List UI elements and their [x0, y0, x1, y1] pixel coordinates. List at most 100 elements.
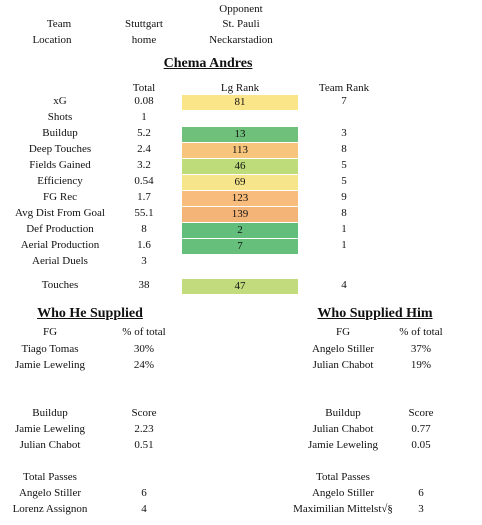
stat-total: 1: [141, 111, 147, 123]
who-he-supplied-title: Who He Supplied: [37, 306, 143, 321]
stat-team-rank: 4: [341, 279, 347, 291]
stadium-value: Neckarstadion: [209, 34, 273, 46]
supplied-him-passes-header: Total Passes: [316, 471, 370, 483]
stat-team-rank: 5: [341, 159, 347, 171]
stat-team-rank: 9: [341, 191, 347, 203]
supplied-buildup-score-header: Score: [131, 407, 157, 419]
location-label: Location: [32, 34, 72, 46]
stat-total: 0.08: [134, 95, 154, 107]
stat-total: 8: [141, 223, 147, 235]
opponent-value: St. Pauli: [222, 18, 260, 30]
supplied-passes-header: Total Passes: [23, 471, 77, 483]
supplied-him-buildup-value: 0.77: [411, 423, 431, 435]
opponent-label: Opponent: [219, 3, 263, 15]
stat-team-rank: 7: [341, 95, 347, 107]
lg-rank-bar: [182, 127, 298, 142]
supplied-him-fg-name: Angelo Stiller: [311, 343, 375, 355]
stat-label: Avg Dist From Goal: [15, 207, 105, 219]
stat-label: FG Rec: [43, 191, 77, 203]
stat-total: 5.2: [137, 127, 151, 139]
stat-total: 1.6: [137, 239, 151, 251]
supplied-him-buildup-value: 0.05: [411, 439, 431, 451]
supplied-him-passes-value: 6: [418, 487, 424, 499]
lg-rank-bar: [182, 191, 298, 206]
stat-label: Deep Touches: [28, 143, 92, 155]
stat-lg-rank: 2: [237, 224, 243, 236]
team-value: Stuttgart: [125, 18, 163, 30]
stat-lg-rank: 47: [234, 280, 246, 292]
stat-team-rank: 8: [341, 207, 347, 219]
supplied-buildup-name: Julian Chabot: [19, 439, 81, 451]
supplied-passes-value: 6: [141, 487, 147, 499]
lg-rank-bar: [182, 279, 298, 294]
supplied-fg-value: 30%: [133, 343, 155, 355]
stat-lg-rank: 113: [231, 144, 249, 156]
supplied-fg-pct-header: % of total: [122, 326, 166, 338]
stat-lg-rank: 123: [231, 192, 249, 204]
supplied-him-fg-value: 19%: [410, 359, 432, 371]
supplied-him-fg-pct-header: % of total: [399, 326, 443, 338]
who-supplied-him-title: Who Supplied Him: [317, 306, 433, 321]
stat-team-rank: 1: [341, 239, 347, 251]
stat-label: Buildup: [42, 127, 78, 139]
supplied-him-buildup-name: Jamie Leweling: [308, 439, 378, 451]
supplied-him-passes-value: 3: [418, 503, 424, 515]
supplied-fg-name: Jamie Leweling: [15, 359, 85, 371]
supplied-buildup-value: 2.23: [134, 423, 154, 435]
stat-team-rank: 3: [341, 127, 347, 139]
stat-total: 2.4: [137, 143, 151, 155]
stat-total: 38: [138, 279, 150, 291]
lg-rank-bar: [182, 159, 298, 174]
stat-label: xG: [53, 95, 67, 107]
location-value: home: [131, 34, 157, 46]
stat-lg-rank: 46: [234, 160, 246, 172]
stat-label: Aerial Duels: [32, 255, 88, 267]
stat-total: 1.7: [137, 191, 151, 203]
stat-label: Aerial Production: [20, 239, 100, 251]
supplied-him-passes-name: Angelo Stiller: [311, 487, 375, 499]
lg-rank-bar: [182, 175, 298, 190]
lg-rank-bar: [182, 207, 298, 222]
supplied-passes-name: Lorenz Assignon: [12, 503, 88, 515]
stat-label: Touches: [41, 279, 79, 291]
lg-rank-bar: [182, 239, 298, 254]
stat-total: 3: [141, 255, 147, 267]
lg-rank-bar: [182, 223, 298, 238]
stat-lg-rank: 69: [234, 176, 246, 188]
supplied-him-fg-name: Julian Chabot: [312, 359, 374, 371]
player-name: Chema Andres: [163, 56, 253, 71]
supplied-fg-header: FG: [42, 326, 58, 338]
supplied-him-fg-value: 37%: [410, 343, 432, 355]
supplied-passes-name: Angelo Stiller: [18, 487, 82, 499]
stat-lg-rank: 139: [231, 208, 249, 220]
stat-total: 0.54: [134, 175, 154, 187]
supplied-him-buildup-score-header: Score: [408, 407, 434, 419]
stat-total: 55.1: [134, 207, 154, 219]
supplied-buildup-header: Buildup: [32, 407, 68, 419]
stat-label: Shots: [47, 111, 73, 123]
stat-lg-rank: 7: [237, 240, 243, 252]
stat-label: Fields Gained: [29, 159, 91, 171]
stat-team-rank: 5: [341, 175, 347, 187]
stat-label: Def Production: [26, 223, 94, 235]
stats-header-team-rank: Team Rank: [318, 82, 370, 94]
supplied-fg-value: 24%: [133, 359, 155, 371]
supplied-buildup-value: 0.51: [134, 439, 154, 451]
stat-team-rank: 8: [341, 143, 347, 155]
lg-rank-bar: [182, 95, 298, 110]
supplied-him-buildup-header: Buildup: [325, 407, 361, 419]
supplied-passes-value: 4: [141, 503, 147, 515]
supplied-him-passes-name: Maximilian Mittelst√§: [293, 503, 393, 515]
stats-header-total: Total: [132, 82, 156, 94]
stat-lg-rank: 81: [234, 96, 246, 108]
supplied-buildup-name: Jamie Leweling: [15, 423, 85, 435]
supplied-him-fg-header: FG: [335, 326, 351, 338]
stat-lg-rank: 13: [234, 128, 246, 140]
stat-label: Efficiency: [37, 175, 83, 187]
stat-total: 3.2: [137, 159, 151, 171]
lg-rank-bar: [182, 143, 298, 158]
supplied-fg-name: Tiago Tomas: [21, 343, 79, 355]
team-label: Team: [46, 18, 72, 30]
stats-header-lg-rank: Lg Rank: [220, 82, 260, 94]
stat-team-rank: 1: [341, 223, 347, 235]
